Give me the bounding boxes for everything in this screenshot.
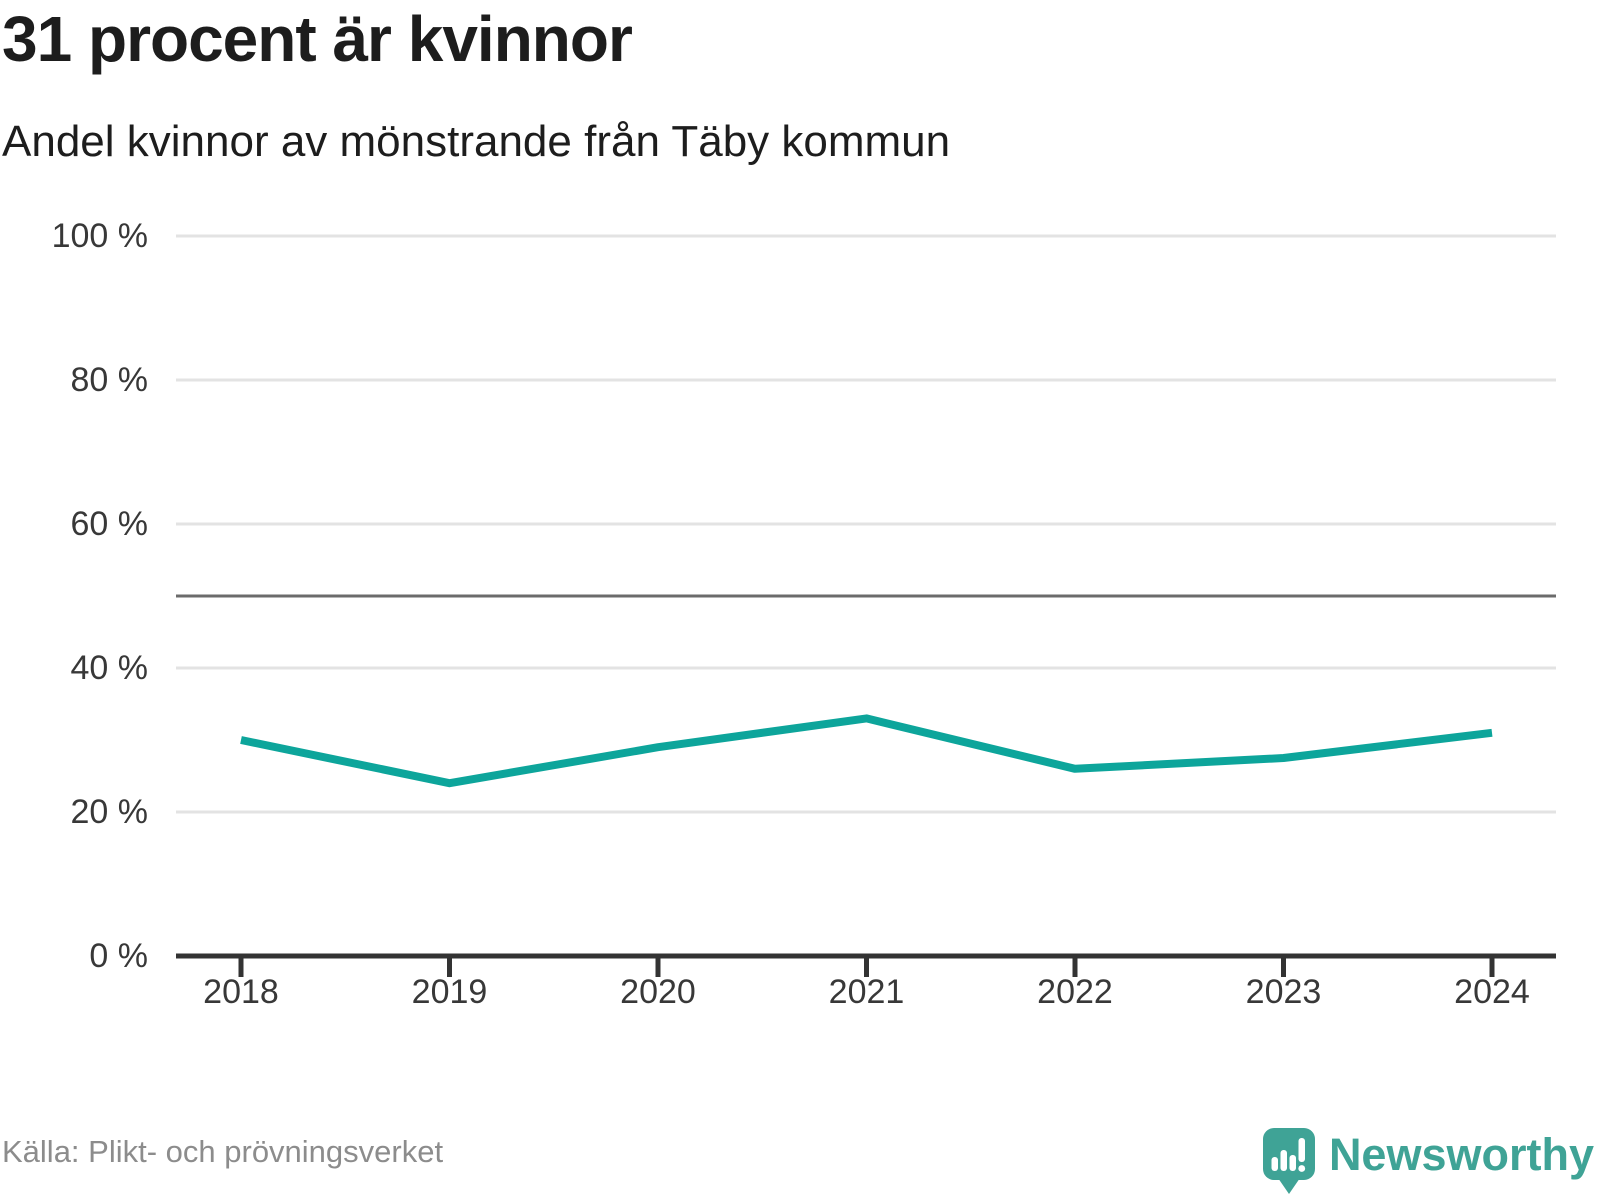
logo-exclamation-dot <box>1298 1165 1306 1172</box>
brand-name: Newsworthy <box>1328 1129 1594 1180</box>
x-tick-label: 2021 <box>828 973 905 1011</box>
y-tick-label: 0 % <box>89 937 148 975</box>
y-tick-label: 20 % <box>70 793 149 831</box>
y-tick-label: 80 % <box>70 361 149 399</box>
x-tick-label: 2022 <box>1037 973 1113 1011</box>
logo-bar-medium <box>1289 1155 1296 1171</box>
logo-bar-short <box>1271 1157 1278 1171</box>
x-tick-label: 2020 <box>620 973 696 1011</box>
data-line <box>240 714 1493 788</box>
chart-subtitle: Andel kvinnor av mönstrande från Täby ko… <box>2 117 951 166</box>
logo-bar-tall <box>1280 1150 1287 1171</box>
x-tick-label: 2023 <box>1245 973 1322 1011</box>
y-tick-label: 60 % <box>70 505 149 543</box>
newsworthy-logo-icon <box>1262 1128 1315 1194</box>
x-tick-label: 2024 <box>1454 973 1530 1011</box>
x-tick-label: 2018 <box>203 973 279 1011</box>
chart-title: 31 procent är kvinnor <box>2 3 633 75</box>
y-tick-label: 40 % <box>70 649 149 687</box>
source-note: Källa: Plikt- och prövningsverket <box>2 1134 444 1169</box>
brand-logo: Newsworthy <box>1262 1128 1594 1196</box>
logo-exclamation-bar <box>1298 1138 1305 1162</box>
x-tick-label: 2019 <box>411 973 488 1011</box>
y-tick-label: 100 % <box>51 217 148 255</box>
